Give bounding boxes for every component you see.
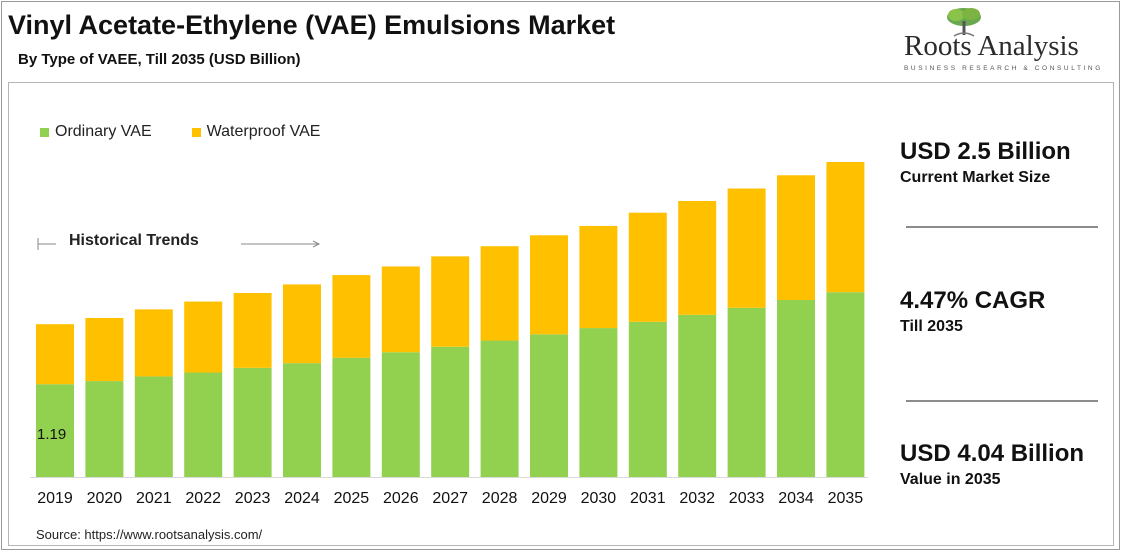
bar-waterproof-2027 [431, 256, 470, 347]
legend-label-ordinary: Ordinary VAE [55, 123, 152, 140]
x-tick-label: 2024 [284, 490, 320, 507]
bar-ordinary-2022 [184, 372, 223, 477]
kpi-cagr-value: 4.47% CAGR [900, 287, 1046, 314]
bar-waterproof-2031 [628, 212, 667, 322]
x-tick-label: 2020 [87, 490, 123, 507]
bar-ordinary-2019 [36, 384, 74, 477]
bar-waterproof-2022 [184, 301, 223, 373]
bar-ordinary-2027 [431, 346, 470, 477]
bar-waterproof-2026 [381, 266, 420, 353]
kpi-divider [906, 400, 1098, 402]
bar-ordinary-2024 [283, 363, 321, 477]
bar-waterproof-2020 [85, 317, 124, 382]
bar-waterproof-2033 [727, 188, 766, 308]
x-tick-label: 2027 [432, 490, 468, 507]
bar-waterproof-2035 [826, 162, 865, 293]
bar-ordinary-2033 [727, 307, 766, 477]
x-tick-label: 2031 [630, 490, 666, 507]
bar-ordinary-2029 [530, 334, 568, 477]
bar-ordinary-2030 [579, 328, 618, 477]
bar-waterproof-2021 [134, 309, 173, 377]
tree-logo-icon [947, 8, 981, 37]
bar-ordinary-2026 [381, 352, 420, 477]
source-note: Source: https://www.rootsanalysis.com/ [36, 527, 263, 542]
x-tick-label: 2032 [679, 490, 715, 507]
legend-label-waterproof: Waterproof VAE [206, 123, 321, 140]
bar-waterproof-2034 [777, 175, 815, 301]
logo-tagline: BUSINESS RESEARCH & CONSULTING [904, 65, 1103, 72]
bar-waterproof-2030 [579, 225, 618, 329]
legend-swatch-waterproof [191, 127, 201, 137]
x-tick-label: 2029 [531, 490, 567, 507]
x-tick-label: 2022 [185, 490, 221, 507]
x-tick-label: 2026 [383, 490, 419, 507]
logo-name: Roots Analysis [904, 30, 1079, 62]
x-tick-label: 2028 [482, 490, 518, 507]
bar-ordinary-2035 [826, 292, 865, 477]
chart-title: Vinyl Acetate-Ethylene (VAE) Emulsions M… [8, 10, 616, 40]
kpi-current-size-label: Current Market Size [900, 169, 1051, 186]
historical-arrow-icon [37, 238, 321, 250]
x-tick-label: 2035 [828, 490, 864, 507]
x-tick-label: 2030 [581, 490, 617, 507]
roots-analysis-logo: Roots Analysis BUSINESS RESEARCH & CONSU… [900, 6, 1110, 76]
kpi-current-size: USD 2.5 Billion Current Market Size [900, 138, 1071, 187]
data-label: 1.19 [37, 426, 66, 443]
kpi-current-size-value: USD 2.5 Billion [900, 138, 1071, 165]
legend: Ordinary VAE Waterproof VAE [40, 123, 320, 141]
kpi-cagr: 4.47% CAGR Till 2035 [900, 287, 1045, 336]
chart-subtitle: By Type of VAEE, Till 2035 (USD Billion) [18, 51, 301, 68]
bar-ordinary-2032 [678, 314, 717, 477]
legend-item-waterproof: Waterproof VAE [191, 123, 321, 141]
bar-waterproof-2024 [283, 284, 321, 364]
x-tick-label: 2021 [136, 490, 172, 507]
bar-waterproof-2019 [36, 324, 74, 385]
x-tick-label: 2023 [235, 490, 271, 507]
kpi-divider [906, 226, 1098, 228]
x-tick-label: 2034 [778, 490, 814, 507]
bar-waterproof-2023 [233, 292, 272, 368]
x-tick-label: 2025 [334, 490, 370, 507]
legend-item-ordinary: Ordinary VAE [40, 123, 152, 141]
bar-waterproof-2025 [332, 275, 371, 358]
bar-ordinary-2021 [134, 376, 173, 477]
bar-waterproof-2029 [530, 235, 568, 335]
legend-swatch-ordinary [40, 127, 49, 137]
kpi-2035-value-label: Value in 2035 [900, 471, 1001, 488]
kpi-2035-value-value: USD 4.04 Billion [900, 440, 1085, 467]
x-tick-label: 2033 [729, 490, 765, 507]
bar-ordinary-2028 [480, 340, 519, 477]
kpi-2035-value: USD 4.04 Billion Value in 2035 [900, 440, 1084, 489]
bar-ordinary-2031 [628, 321, 667, 477]
bar-ordinary-2034 [777, 300, 815, 477]
historical-trends-annotation: Historical Trends [36, 232, 326, 252]
historical-trends-label: Historical Trends [69, 232, 199, 249]
bar-ordinary-2020 [85, 381, 124, 477]
bar-waterproof-2028 [480, 246, 519, 341]
x-tick-label: 2019 [37, 490, 73, 507]
kpi-cagr-label: Till 2035 [900, 318, 963, 335]
bar-waterproof-2032 [678, 200, 717, 315]
bar-ordinary-2025 [332, 357, 371, 477]
bar-ordinary-2023 [233, 367, 272, 477]
